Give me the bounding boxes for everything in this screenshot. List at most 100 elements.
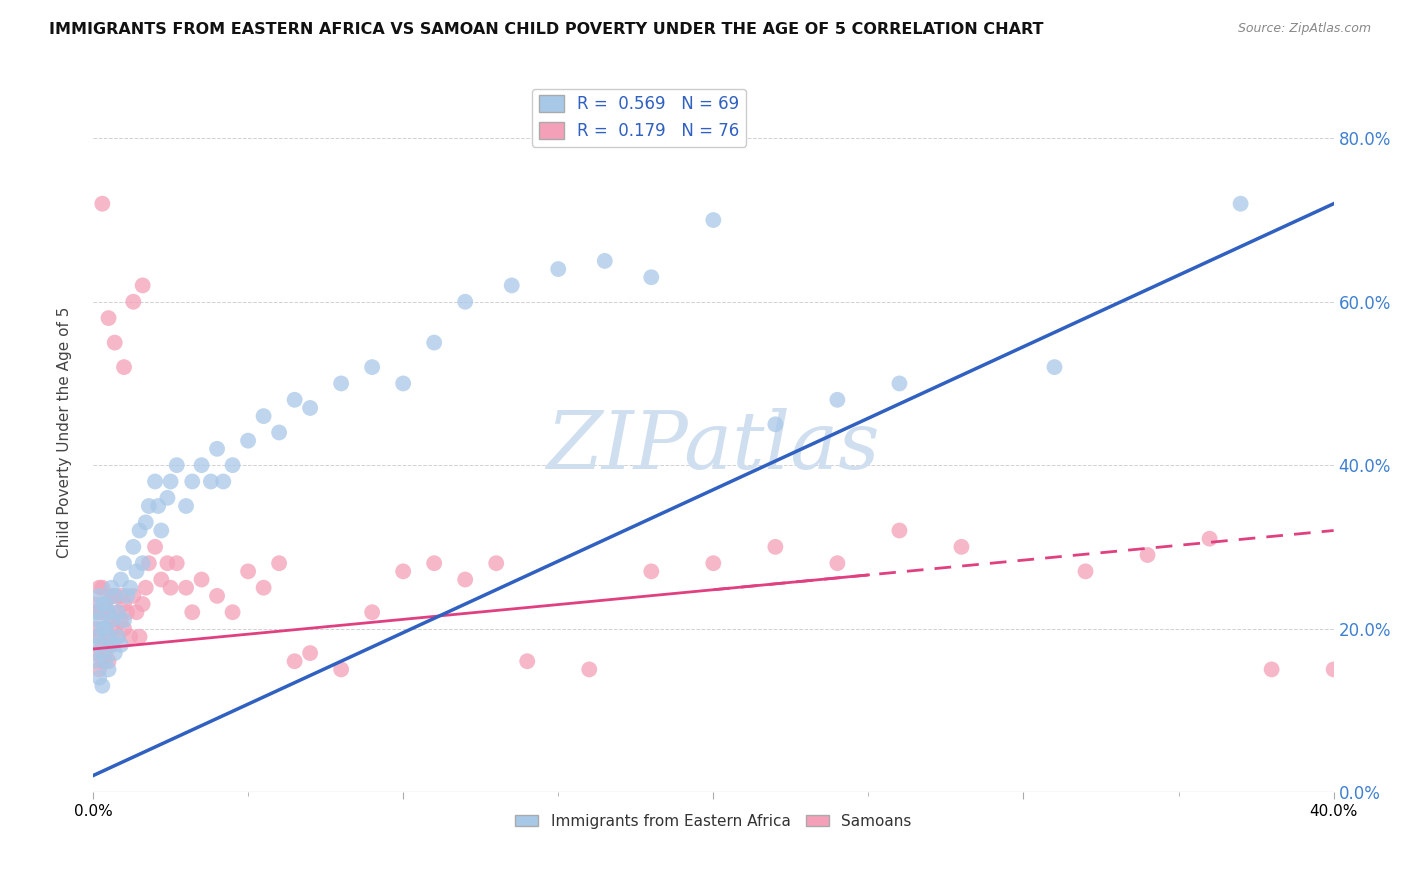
Point [702, 213, 724, 227]
Point [89, 671, 111, 685]
Point [200, 475, 222, 489]
Point [284, 654, 307, 668]
Point [84, 654, 107, 668]
Point [640, 270, 662, 285]
Point [1043, 360, 1066, 375]
Point [97, 311, 120, 326]
Point [146, 499, 169, 513]
Point [104, 335, 127, 350]
Point [97, 654, 120, 668]
Point [159, 581, 181, 595]
Point [702, 556, 724, 570]
Point [131, 278, 153, 293]
Point [236, 434, 259, 448]
Point [91, 597, 114, 611]
Point [122, 294, 145, 309]
Point [112, 597, 135, 611]
Point [125, 605, 148, 619]
Point [107, 605, 129, 619]
Point [150, 573, 173, 587]
Text: ZIPatlas: ZIPatlas [547, 409, 880, 485]
Point [174, 581, 197, 595]
Point [150, 524, 173, 538]
Point [89, 581, 111, 595]
Point [501, 278, 523, 293]
Point [91, 654, 114, 668]
Point [97, 662, 120, 676]
Point [392, 376, 415, 391]
Point [91, 646, 114, 660]
Point [97, 630, 120, 644]
Point [156, 556, 179, 570]
Point [221, 458, 243, 472]
Point [104, 646, 127, 660]
Point [143, 475, 166, 489]
Point [485, 556, 508, 570]
Point [91, 605, 114, 619]
Point [166, 458, 188, 472]
Point [94, 646, 117, 660]
Point [190, 573, 212, 587]
Point [827, 556, 849, 570]
Point [156, 491, 179, 505]
Point [1229, 196, 1251, 211]
Point [91, 679, 114, 693]
Point [91, 638, 114, 652]
Text: IMMIGRANTS FROM EASTERN AFRICA VS SAMOAN CHILD POVERTY UNDER THE AGE OF 5 CORREL: IMMIGRANTS FROM EASTERN AFRICA VS SAMOAN… [49, 22, 1043, 37]
Point [100, 638, 122, 652]
Point [143, 540, 166, 554]
Point [330, 376, 353, 391]
Point [299, 401, 322, 415]
Point [94, 597, 117, 611]
Point [763, 417, 786, 432]
Point [91, 622, 114, 636]
Point [454, 294, 477, 309]
Point [763, 540, 786, 554]
Point [1198, 532, 1220, 546]
Point [120, 630, 142, 644]
Point [138, 556, 160, 570]
Point [89, 605, 111, 619]
Point [107, 630, 129, 644]
Point [104, 622, 127, 636]
Point [100, 581, 122, 595]
Point [205, 442, 228, 456]
Point [112, 360, 135, 375]
Point [89, 613, 111, 627]
Point [138, 499, 160, 513]
Point [120, 581, 142, 595]
Point [1323, 662, 1346, 676]
Point [181, 475, 204, 489]
Point [112, 613, 135, 627]
Point [640, 565, 662, 579]
Point [97, 630, 120, 644]
Point [84, 597, 107, 611]
Point [299, 646, 322, 660]
Point [135, 581, 157, 595]
Point [89, 630, 111, 644]
Y-axis label: Child Poverty Under the Age of 5: Child Poverty Under the Age of 5 [58, 307, 72, 558]
Point [104, 589, 127, 603]
Point [212, 475, 235, 489]
Point [94, 622, 117, 636]
Point [205, 589, 228, 603]
Point [84, 622, 107, 636]
Point [107, 605, 129, 619]
Point [89, 589, 111, 603]
Point [104, 589, 127, 603]
Point [423, 335, 446, 350]
Point [122, 540, 145, 554]
Point [950, 540, 973, 554]
Point [125, 565, 148, 579]
Point [94, 622, 117, 636]
Point [100, 638, 122, 652]
Point [454, 573, 477, 587]
Point [84, 605, 107, 619]
Point [889, 524, 911, 538]
Point [128, 630, 150, 644]
Point [89, 662, 111, 676]
Point [516, 654, 538, 668]
Point [361, 360, 384, 375]
Text: Source: ZipAtlas.com: Source: ZipAtlas.com [1237, 22, 1371, 36]
Point [112, 556, 135, 570]
